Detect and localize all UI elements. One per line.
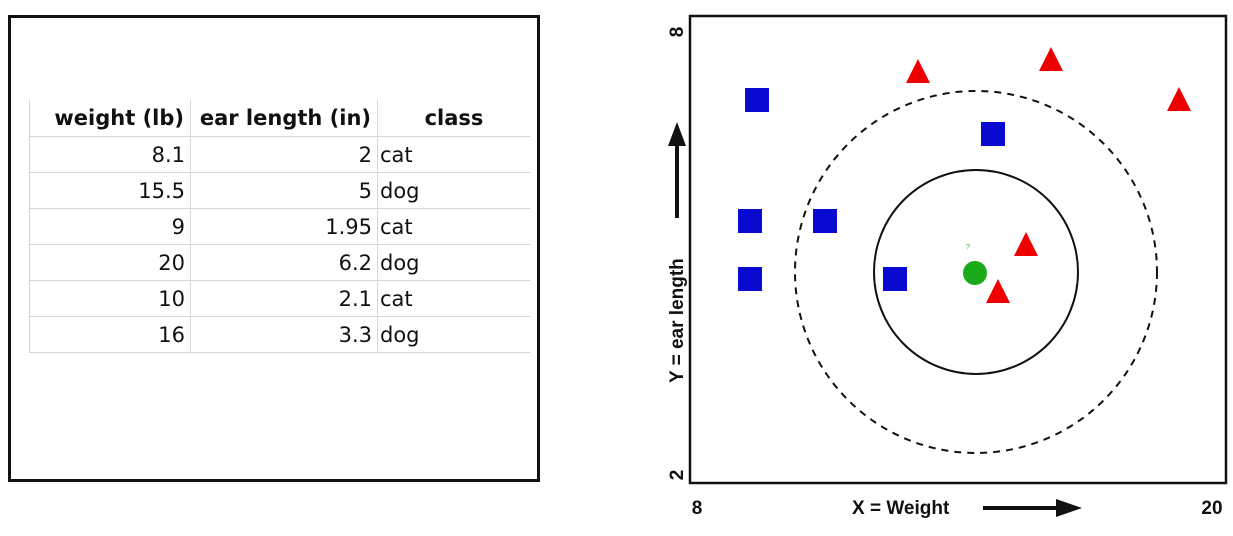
table-row: 16 3.3 dog [29,316,530,353]
cell-weight: 15.5 [29,172,191,209]
inner-neighborhood-circle [873,169,1079,375]
cell-weight: 8.1 [29,136,191,173]
cell-weight: 10 [29,280,191,317]
square-marker [745,88,769,112]
cell-class: dog [377,172,530,209]
plot-border [688,14,1228,485]
cell-ear-length: 1.95 [190,208,378,245]
query-question-mark: ? [966,244,970,251]
x-axis-arrow-head-icon [1056,499,1082,517]
table-header-row: weight (lb) ear length (in) class [29,100,530,137]
cell-class: dog [377,244,530,281]
cell-class: dog [377,316,530,353]
header-ear-length: ear length (in) [190,100,378,137]
square-marker [813,209,837,233]
triangle-marker [1014,232,1038,256]
square-marker [738,267,762,291]
table-row: 15.5 5 dog [29,172,530,209]
cell-ear-length: 6.2 [190,244,378,281]
cell-weight: 9 [29,208,191,245]
x-max-label: 20 [1201,498,1222,519]
cell-class: cat [377,208,530,245]
triangle-marker [1039,47,1063,71]
x-min-label: 8 [692,498,703,519]
triangle-marker [986,279,1010,303]
header-weight: weight (lb) [29,100,191,137]
cell-weight: 20 [29,244,191,281]
triangle-marker [906,59,930,83]
cell-ear-length: 2.1 [190,280,378,317]
square-marker [738,209,762,233]
y-max-label: 8 [667,27,688,38]
query-point-circle [963,261,987,285]
outer-neighborhood-dashed-circle [794,90,1158,454]
square-marker [883,267,907,291]
header-class: class [377,100,530,137]
cell-class: cat [377,136,530,173]
cell-weight: 16 [29,316,191,353]
y-axis-arrow-head-icon [668,122,686,146]
cell-ear-length: 5 [190,172,378,209]
y-axis-label: Y = ear length [667,258,688,383]
square-marker [981,122,1005,146]
square-markers [738,88,1005,291]
x-axis-label: X = Weight [852,498,950,519]
data-table: weight (lb) ear length (in) class 8.1 2 … [29,100,530,353]
table-row: 10 2.1 cat [29,280,530,317]
table-row: 8.1 2 cat [29,136,530,173]
triangle-marker [1167,87,1191,111]
y-min-label: 2 [667,470,688,481]
table-row: 9 1.95 cat [29,208,530,245]
cell-ear-length: 3.3 [190,316,378,353]
table-row: 20 6.2 dog [29,244,530,281]
cell-class: cat [377,280,530,317]
table-panel: weight (lb) ear length (in) class 8.1 2 … [8,15,540,482]
triangle-markers [906,47,1191,303]
cell-ear-length: 2 [190,136,378,173]
